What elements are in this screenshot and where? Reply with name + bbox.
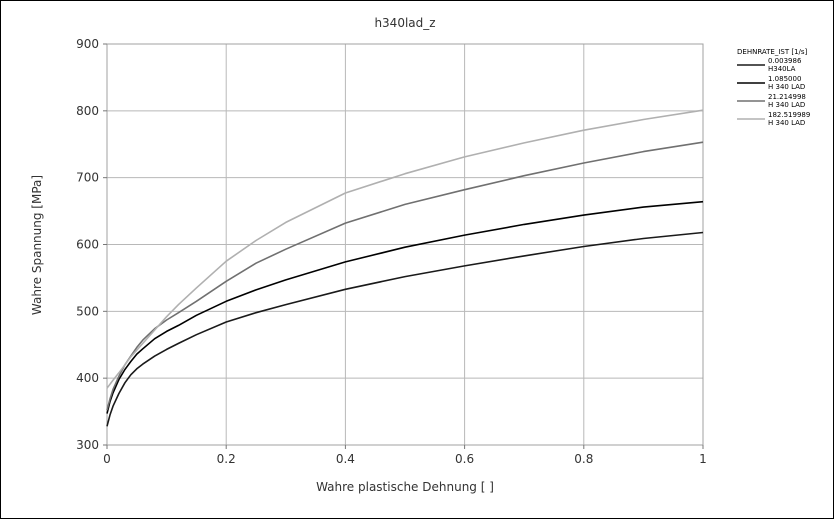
y-axis-label: Wahre Spannung [MPa] [30,175,44,315]
legend-sublabel-3: H 340 LAD [768,101,805,109]
legend-sublabel-1: H340LA [768,65,796,73]
legend-sublabel-4: H 340 LAD [768,119,805,127]
series-line-1 [106,231,704,427]
y-tick-label: 400 [76,371,99,385]
x-tick-label: 0.4 [336,452,355,466]
legend-title: DEHNRATE_IST [1/s] [737,48,808,56]
y-tick-label: 300 [76,438,99,452]
legend-sublabel-2: H 340 LAD [768,83,805,91]
x-tick-label: 0.2 [217,452,236,466]
series-lines [106,109,704,427]
grid [107,44,703,445]
x-tick-label: 1 [699,452,707,466]
x-tick-label: 0 [103,452,111,466]
legend-label-4: 182.519989 [768,111,810,119]
legend-label-1: 0.003986 [768,57,802,65]
y-tick-label: 700 [76,171,99,185]
axes: 0 0.2 0.4 0.6 0.8 1 300 400 500 600 700 800 900 [76,37,707,466]
series-line-2 [106,200,704,414]
x-axis-label: Wahre plastische Dehnung [ ] [316,480,494,494]
x-tick-label: 0.6 [455,452,474,466]
series-line-4 [106,109,704,389]
legend-label-2: 1.085000 [768,75,801,83]
y-tick-label: 600 [76,238,99,252]
x-tick-label: 0.8 [574,452,593,466]
legend-label-3: 21.214998 [768,93,806,101]
y-tick-label: 800 [76,104,99,118]
y-tick-label: 900 [76,37,99,51]
series-line-3 [106,141,704,411]
y-tick-label: 500 [76,304,99,318]
chart-title: h340lad_z [374,16,435,30]
